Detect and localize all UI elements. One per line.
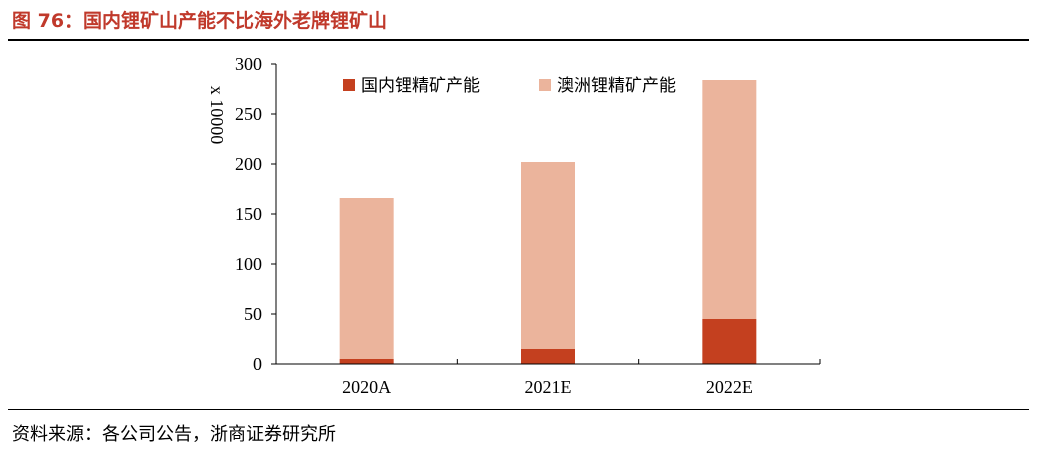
source-note: 资料来源：各公司公告，浙商证券研究所 xyxy=(12,424,336,445)
x-tick-label: 2021E xyxy=(525,377,572,397)
y-tick-label: 200 xyxy=(235,154,262,174)
bar-domestic-2020A xyxy=(339,359,394,364)
y-tick-label: 300 xyxy=(235,54,262,74)
figure-title: 图 76：国内锂矿山产能不比海外老牌锂矿山 xyxy=(12,10,388,32)
legend-label-domestic: 国内锂精矿产能 xyxy=(361,76,480,96)
y-tick-label: 100 xyxy=(235,254,262,274)
legend-label-australia: 澳洲锂精矿产能 xyxy=(557,76,676,96)
legend-swatch-domestic xyxy=(343,79,355,91)
y-axis-label: x 10000 xyxy=(207,86,227,145)
top-rule xyxy=(8,39,1029,41)
bar-australia-2020A xyxy=(339,198,394,359)
y-tick-label: 250 xyxy=(235,104,262,124)
bar-domestic-2021E xyxy=(521,349,575,364)
legend-swatch-australia xyxy=(539,79,551,91)
bar-domestic-2022E xyxy=(702,319,757,364)
y-tick-label: 150 xyxy=(235,204,262,224)
bottom-rule xyxy=(8,409,1029,410)
x-tick-label: 2020A xyxy=(342,377,391,397)
y-tick-label: 0 xyxy=(253,354,262,374)
bar-australia-2022E xyxy=(702,80,757,319)
legend: 国内锂精矿产能 澳洲锂精矿产能 xyxy=(343,76,676,96)
x-tick-label: 2022E xyxy=(706,377,753,397)
x-ticks: 2020A 2021E 2022E xyxy=(342,359,821,397)
y-ticks: 0 50 100 150 200 250 300 xyxy=(235,54,276,374)
bar-australia-2021E xyxy=(521,162,575,349)
y-tick-label: 50 xyxy=(244,304,262,324)
bars-layer xyxy=(339,80,757,364)
